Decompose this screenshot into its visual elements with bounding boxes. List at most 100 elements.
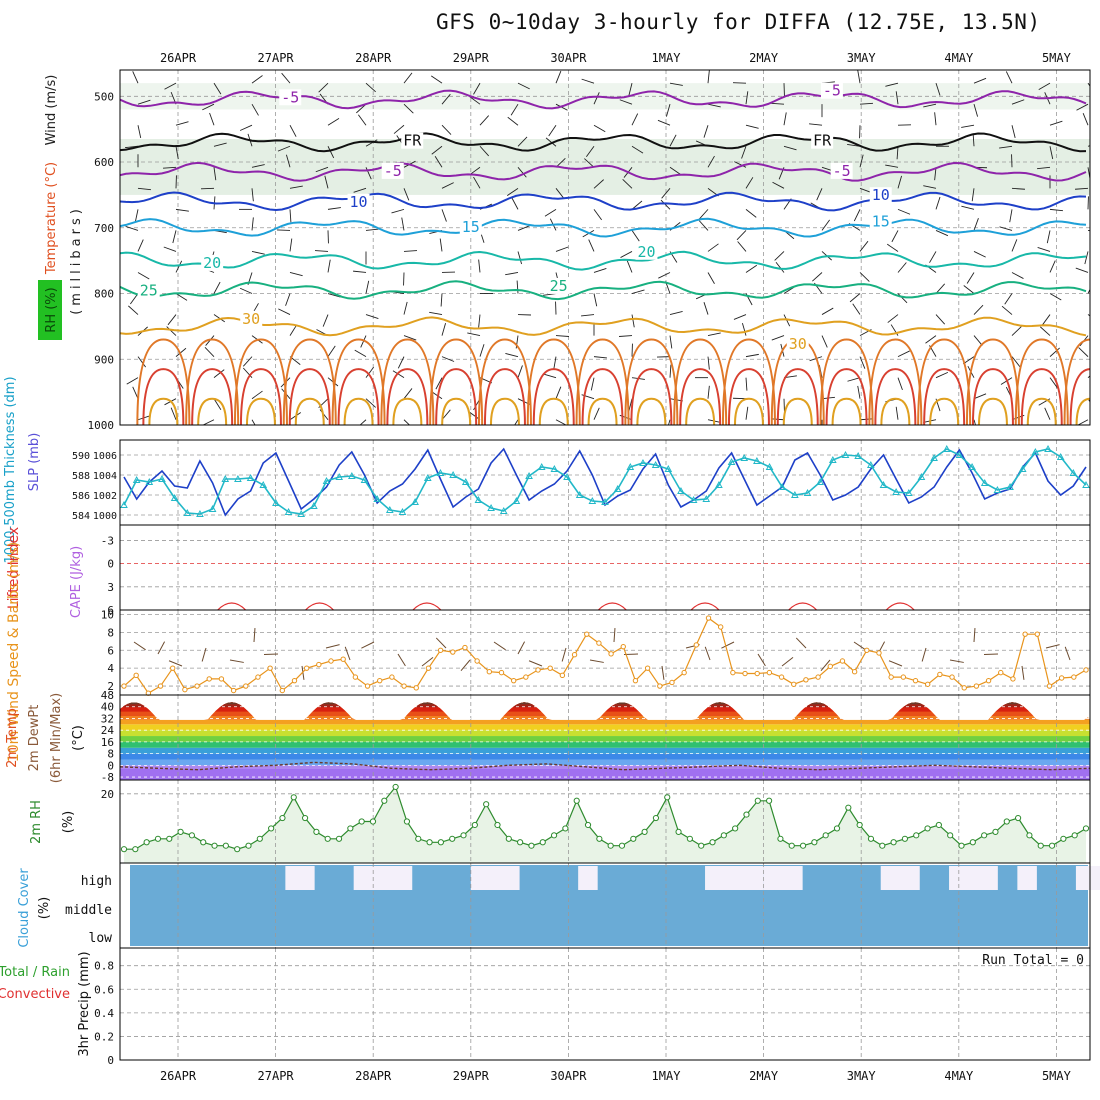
thickness-marker — [196, 509, 204, 517]
rh-point — [279, 814, 286, 822]
millibars-axis-label: (millibars) — [69, 205, 84, 315]
wind-barb — [857, 70, 861, 84]
wind-speed-point — [437, 647, 444, 653]
wind-barb — [698, 209, 709, 220]
surface-contour — [679, 368, 722, 425]
contour-label-bg — [201, 254, 224, 271]
surface-wind-barb — [704, 646, 711, 661]
wind-barb — [175, 347, 187, 357]
thickness-marker — [1082, 480, 1090, 488]
wind-speed-point — [924, 681, 931, 687]
wind-speed-point — [523, 674, 529, 680]
wind-barb — [1049, 293, 1062, 301]
wind-barb — [966, 272, 975, 284]
slp-axis-label: SLP (mb) — [27, 433, 42, 492]
temperature-axis-label: Temperature (°C) — [44, 162, 59, 275]
wind-barb — [812, 272, 823, 282]
wind-barb — [669, 134, 677, 147]
contour-label: 30 — [242, 310, 260, 328]
wind-barb — [544, 208, 557, 217]
contour-label: 10 — [872, 186, 890, 204]
wind-barb — [213, 398, 222, 410]
wind-barb — [847, 377, 861, 382]
thickness-marker — [373, 494, 382, 502]
wind-barb — [581, 314, 595, 317]
wind-barb — [137, 125, 142, 139]
wind-barb — [137, 356, 147, 368]
cloud-gap — [763, 866, 803, 890]
surface-contour — [819, 338, 874, 425]
wind-barb — [593, 356, 607, 359]
contour-label-bg — [830, 162, 853, 179]
wind-barb — [897, 175, 903, 189]
rh-point — [811, 839, 818, 846]
thickness-marker — [803, 488, 812, 496]
thickness-marker — [715, 480, 723, 488]
surface-wind-barb — [888, 660, 903, 667]
thickness-marker — [297, 509, 306, 517]
wind-barb — [289, 238, 293, 252]
wind-barb — [239, 287, 253, 294]
wind-barb — [365, 228, 379, 231]
li-tick-label: 0 — [107, 558, 114, 571]
rh-units-label: (%) — [61, 811, 76, 834]
wind-barb — [973, 304, 984, 315]
contour-label-bg — [240, 310, 263, 327]
wind-speed-point — [730, 669, 736, 676]
wind-barb — [961, 124, 975, 128]
wind-speed-point — [364, 683, 371, 689]
wind-barb — [1011, 356, 1021, 368]
wind-barb — [999, 226, 1013, 231]
li-tick-label: 3 — [107, 581, 114, 594]
wind-barb — [631, 289, 645, 294]
thickness-marker — [841, 450, 850, 458]
lifted-index-event — [412, 602, 442, 611]
wind-speed-point — [937, 671, 943, 678]
wind-barb — [517, 82, 530, 90]
wind-barb — [593, 407, 600, 420]
rh-point — [437, 839, 444, 846]
rh-point — [505, 835, 512, 842]
wind-barb — [631, 200, 643, 210]
wind-barb — [479, 115, 490, 126]
day-label-bottom: 3MAY — [847, 1069, 877, 1083]
surface-contour — [630, 368, 673, 425]
celsius-axis-label: (°C) — [71, 725, 86, 751]
wind-barb — [745, 124, 759, 129]
surface-contour — [233, 338, 288, 425]
wind-barb — [289, 209, 292, 223]
wind-barb — [213, 314, 226, 323]
rh-point — [154, 835, 162, 842]
wind-barb — [202, 419, 215, 425]
rh-point — [132, 846, 139, 853]
wind-barb — [403, 250, 417, 252]
rh-point — [992, 828, 999, 835]
surface-contour — [581, 368, 624, 425]
wind-barb — [505, 272, 519, 276]
temperature-contour-15 — [120, 217, 1087, 238]
lifted-index-axis-label: Lifted Index — [6, 527, 22, 609]
wind-barb — [517, 167, 527, 178]
wind-barb — [973, 335, 983, 346]
thickness-marker — [398, 507, 407, 515]
contour-label-bg — [820, 82, 843, 99]
wind-barb — [935, 314, 946, 325]
wind-barb — [251, 251, 265, 255]
thickness-marker — [1031, 447, 1040, 455]
surface-contour — [380, 338, 435, 425]
wind-speed-point — [1034, 631, 1040, 637]
contour-label-bg — [137, 282, 160, 299]
wind-speed-point — [571, 652, 578, 658]
wind-barb — [239, 124, 253, 131]
wind-barb — [745, 91, 749, 105]
wind-barb — [555, 246, 569, 252]
rh-axis-label: RH (%) — [44, 287, 59, 332]
wind-barb — [669, 82, 683, 86]
surface-contour — [971, 368, 1014, 425]
temp-tick-label: 40 — [101, 701, 114, 714]
surface-contour — [185, 338, 240, 425]
wind-barb — [514, 419, 519, 425]
wind-barb — [137, 187, 151, 191]
surface-contour — [1063, 338, 1090, 425]
wind-barb — [897, 262, 907, 273]
